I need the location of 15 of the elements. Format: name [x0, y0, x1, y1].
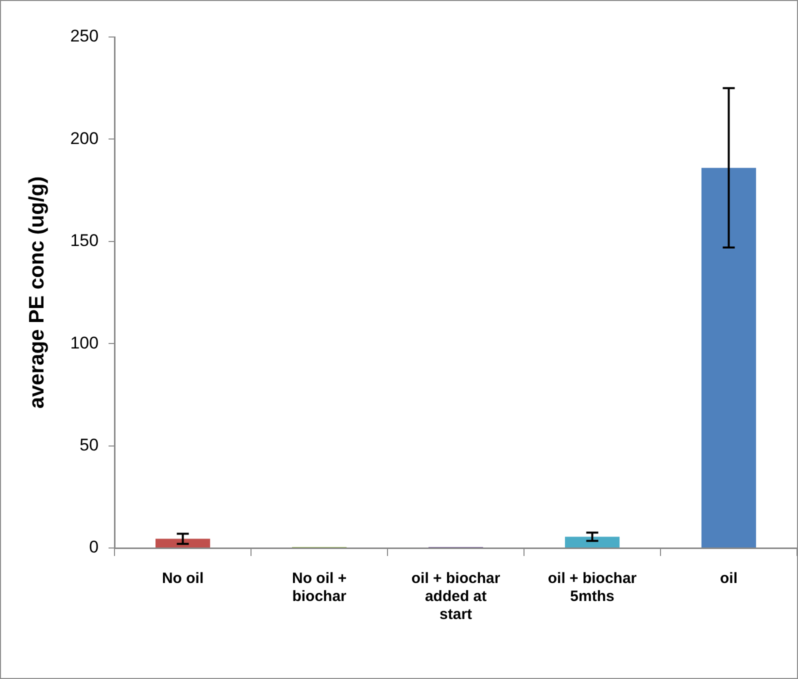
x-tick-label: oil + biochar added at start	[411, 570, 500, 624]
bar	[564, 536, 620, 548]
bar	[701, 168, 756, 548]
y-tick-label: 150	[70, 231, 99, 250]
y-tick-label: 0	[89, 538, 99, 557]
y-tick-label: 100	[70, 333, 99, 352]
x-tick-label: No oil + biochar	[292, 570, 347, 606]
bar	[156, 538, 210, 548]
x-tick-label: No oil	[162, 570, 204, 588]
y-tick-label: 250	[70, 26, 99, 46]
x-tick-label: oil + biochar 5mths	[548, 570, 637, 606]
y-tick-label: 200	[70, 128, 99, 148]
y-tick-label: 50	[80, 435, 99, 454]
x-tick-label: oil	[720, 570, 738, 588]
y-axis-title: average PE conc (ug/g)	[25, 176, 48, 409]
